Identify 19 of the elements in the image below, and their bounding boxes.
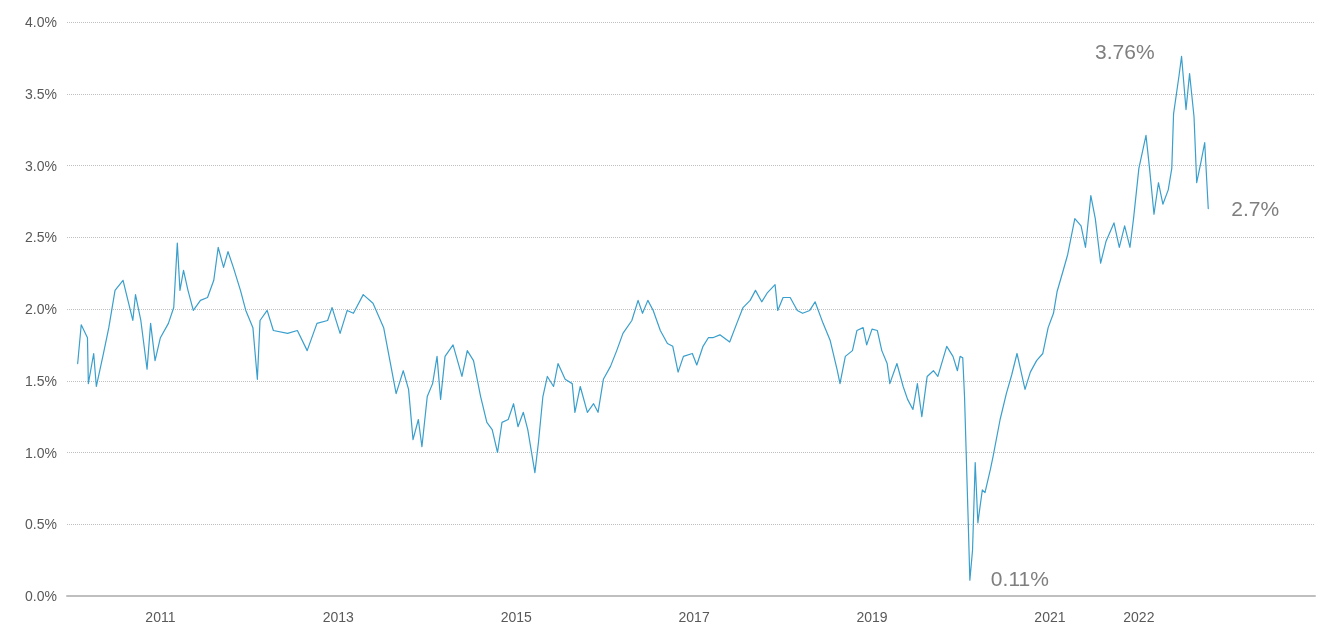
annotation: 0.11% [990, 566, 1049, 590]
y-tick-label: 4.0% [25, 14, 57, 30]
y-tick-label: 1.5% [25, 372, 57, 389]
x-tick-label: 2019 [856, 609, 888, 625]
y-tick-label: 3.5% [25, 85, 57, 102]
annotation: 2.7% [1231, 197, 1280, 221]
y-tick-label: 2.0% [25, 301, 57, 317]
x-tick-label: 2017 [678, 609, 710, 625]
x-tick-label: 2021 [1034, 609, 1066, 625]
y-tick-label: 0.5% [25, 516, 57, 533]
x-tick-label: 2015 [500, 609, 532, 625]
y-tick-label: 3.0% [25, 157, 57, 174]
y-tick-label: 0.0% [25, 588, 57, 604]
annotation: 3.76% [1095, 39, 1155, 63]
x-tick-label: 2013 [322, 609, 355, 625]
x-tick-label: 2011 [145, 609, 176, 625]
y-tick-label: 2.5% [25, 229, 57, 246]
y-tick-label: 1.0% [25, 444, 57, 461]
x-tick-label: 2022 [1123, 609, 1155, 625]
